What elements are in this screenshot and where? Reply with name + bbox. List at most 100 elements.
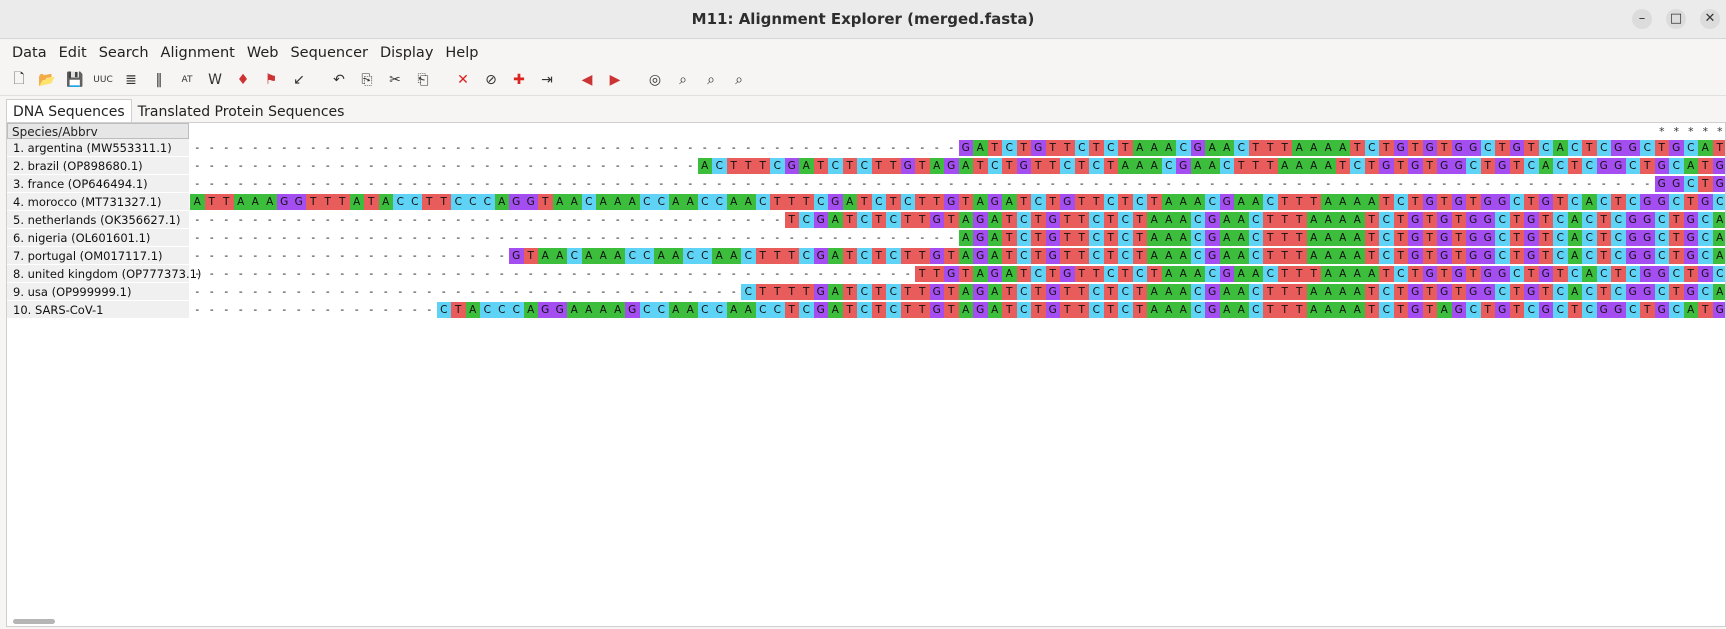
base-cell[interactable]: T: [1466, 194, 1481, 210]
base-cell[interactable]: A: [1350, 248, 1365, 264]
gap-cell[interactable]: -: [1094, 178, 1099, 190]
gap-cell[interactable]: -: [311, 142, 316, 154]
base-cell[interactable]: T: [1060, 248, 1075, 264]
base-cell[interactable]: C: [712, 158, 727, 174]
gap-cell[interactable]: -: [731, 232, 736, 244]
sequence-row[interactable]: ----------------------------------------…: [190, 211, 1725, 229]
base-cell[interactable]: T: [1393, 212, 1408, 228]
gap-cell[interactable]: -: [398, 232, 403, 244]
base-cell[interactable]: T: [1379, 140, 1394, 156]
gap-cell[interactable]: -: [282, 304, 287, 316]
base-cell[interactable]: C: [480, 302, 495, 318]
base-cell[interactable]: T: [915, 284, 930, 300]
base-cell[interactable]: T: [1509, 158, 1524, 174]
columns-icon[interactable]: ‖: [155, 72, 163, 88]
base-cell[interactable]: T: [915, 158, 930, 174]
gap-cell[interactable]: -: [1543, 178, 1548, 190]
menu-data[interactable]: Data: [12, 45, 47, 61]
gap-cell[interactable]: -: [412, 214, 417, 226]
base-cell[interactable]: C: [1379, 230, 1394, 246]
gap-cell[interactable]: -: [514, 268, 519, 280]
base-cell[interactable]: T: [1002, 248, 1017, 264]
gap-cell[interactable]: -: [238, 214, 243, 226]
base-cell[interactable]: A: [1132, 158, 1147, 174]
base-cell[interactable]: A: [465, 302, 480, 318]
search-icon[interactable]: ◎: [648, 72, 662, 88]
gap-cell[interactable]: -: [673, 232, 678, 244]
gap-cell[interactable]: -: [601, 268, 606, 280]
gap-cell[interactable]: -: [441, 214, 446, 226]
gap-cell[interactable]: -: [717, 142, 722, 154]
base-cell[interactable]: T: [987, 140, 1002, 156]
base-cell[interactable]: A: [987, 230, 1002, 246]
base-cell[interactable]: T: [871, 284, 886, 300]
base-cell[interactable]: C: [1379, 212, 1394, 228]
base-cell[interactable]: T: [1437, 266, 1452, 282]
base-cell[interactable]: C: [1103, 266, 1118, 282]
base-cell[interactable]: T: [1364, 212, 1379, 228]
base-cell[interactable]: G: [1669, 140, 1684, 156]
base-cell[interactable]: C: [1553, 158, 1568, 174]
base-cell[interactable]: C: [755, 302, 770, 318]
gap-cell[interactable]: -: [1485, 178, 1490, 190]
gap-cell[interactable]: -: [644, 286, 649, 298]
gap-cell[interactable]: -: [340, 214, 345, 226]
gap-cell[interactable]: -: [1514, 178, 1519, 190]
gap-cell[interactable]: -: [427, 304, 432, 316]
base-cell[interactable]: C: [1190, 248, 1205, 264]
gap-cell[interactable]: -: [311, 268, 316, 280]
base-cell[interactable]: A: [1176, 284, 1191, 300]
base-cell[interactable]: T: [915, 302, 930, 318]
base-cell[interactable]: C: [1582, 158, 1597, 174]
base-cell[interactable]: G: [973, 230, 988, 246]
base-cell[interactable]: C: [1509, 266, 1524, 282]
base-cell[interactable]: C: [1538, 140, 1553, 156]
base-cell[interactable]: C: [712, 194, 727, 210]
gap-cell[interactable]: -: [412, 286, 417, 298]
gap-cell[interactable]: -: [891, 232, 896, 244]
base-cell[interactable]: C: [697, 194, 712, 210]
base-cell[interactable]: A: [842, 194, 857, 210]
base-cell[interactable]: T: [1031, 158, 1046, 174]
gap-cell[interactable]: -: [354, 160, 359, 172]
gap-cell[interactable]: -: [209, 142, 214, 154]
gap-cell[interactable]: -: [702, 214, 707, 226]
gap-cell[interactable]: -: [499, 286, 504, 298]
base-cell[interactable]: A: [1248, 266, 1263, 282]
base-cell[interactable]: A: [726, 194, 741, 210]
base-cell[interactable]: C: [697, 248, 712, 264]
gap-cell[interactable]: -: [354, 232, 359, 244]
gap-cell[interactable]: -: [1471, 178, 1476, 190]
gap-cell[interactable]: -: [267, 178, 272, 190]
base-cell[interactable]: T: [1538, 284, 1553, 300]
gap-cell[interactable]: -: [572, 142, 577, 154]
base-cell[interactable]: T: [1611, 194, 1626, 210]
base-cell[interactable]: T: [1277, 230, 1292, 246]
base-cell[interactable]: G: [973, 302, 988, 318]
gap-cell[interactable]: -: [1442, 178, 1447, 190]
base-cell[interactable]: C: [1234, 140, 1249, 156]
gap-cell[interactable]: -: [760, 142, 765, 154]
gap-cell[interactable]: -: [949, 142, 954, 154]
base-cell[interactable]: A: [1190, 266, 1205, 282]
gap-cell[interactable]: -: [688, 286, 693, 298]
gap-cell[interactable]: -: [340, 250, 345, 262]
gap-cell[interactable]: -: [485, 232, 490, 244]
gap-cell[interactable]: -: [659, 142, 664, 154]
base-cell[interactable]: G: [1538, 266, 1553, 282]
base-cell[interactable]: T: [1437, 140, 1452, 156]
base-cell[interactable]: G: [929, 284, 944, 300]
base-cell[interactable]: T: [1263, 302, 1278, 318]
base-cell[interactable]: C: [1495, 230, 1510, 246]
base-cell[interactable]: T: [204, 194, 219, 210]
base-cell[interactable]: T: [1263, 248, 1278, 264]
base-cell[interactable]: T: [1553, 266, 1568, 282]
base-cell[interactable]: T: [1422, 284, 1437, 300]
base-cell[interactable]: G: [1712, 302, 1725, 318]
base-cell[interactable]: G: [1408, 248, 1423, 264]
gap-cell[interactable]: -: [746, 268, 751, 280]
base-cell[interactable]: G: [1045, 230, 1060, 246]
base-cell[interactable]: T: [1582, 140, 1597, 156]
base-cell[interactable]: A: [538, 248, 553, 264]
base-cell[interactable]: A: [567, 302, 582, 318]
